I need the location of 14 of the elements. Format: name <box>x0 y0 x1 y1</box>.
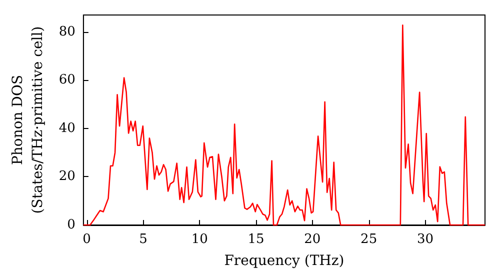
y-tick-label: 60 <box>58 72 76 88</box>
y-tick-label: 20 <box>58 169 76 184</box>
x-tick-label: 25 <box>360 232 378 247</box>
y-tick-label: 40 <box>58 120 76 136</box>
x-tick-label: 30 <box>416 232 434 247</box>
y-tick-label: 80 <box>58 24 76 40</box>
x-tick-label: 0 <box>82 232 91 247</box>
y-tick-label: 0 <box>67 218 76 232</box>
y-axis-title: Phonon DOS (States/THz·primitive cell) <box>10 26 46 214</box>
x-tick-label: 5 <box>139 232 148 247</box>
x-tick-label: 10 <box>191 232 208 247</box>
x-axis-title: Frequency (THz) <box>224 252 344 269</box>
x-tick-label: 15 <box>248 232 264 247</box>
x-tick-label: 20 <box>304 232 321 247</box>
